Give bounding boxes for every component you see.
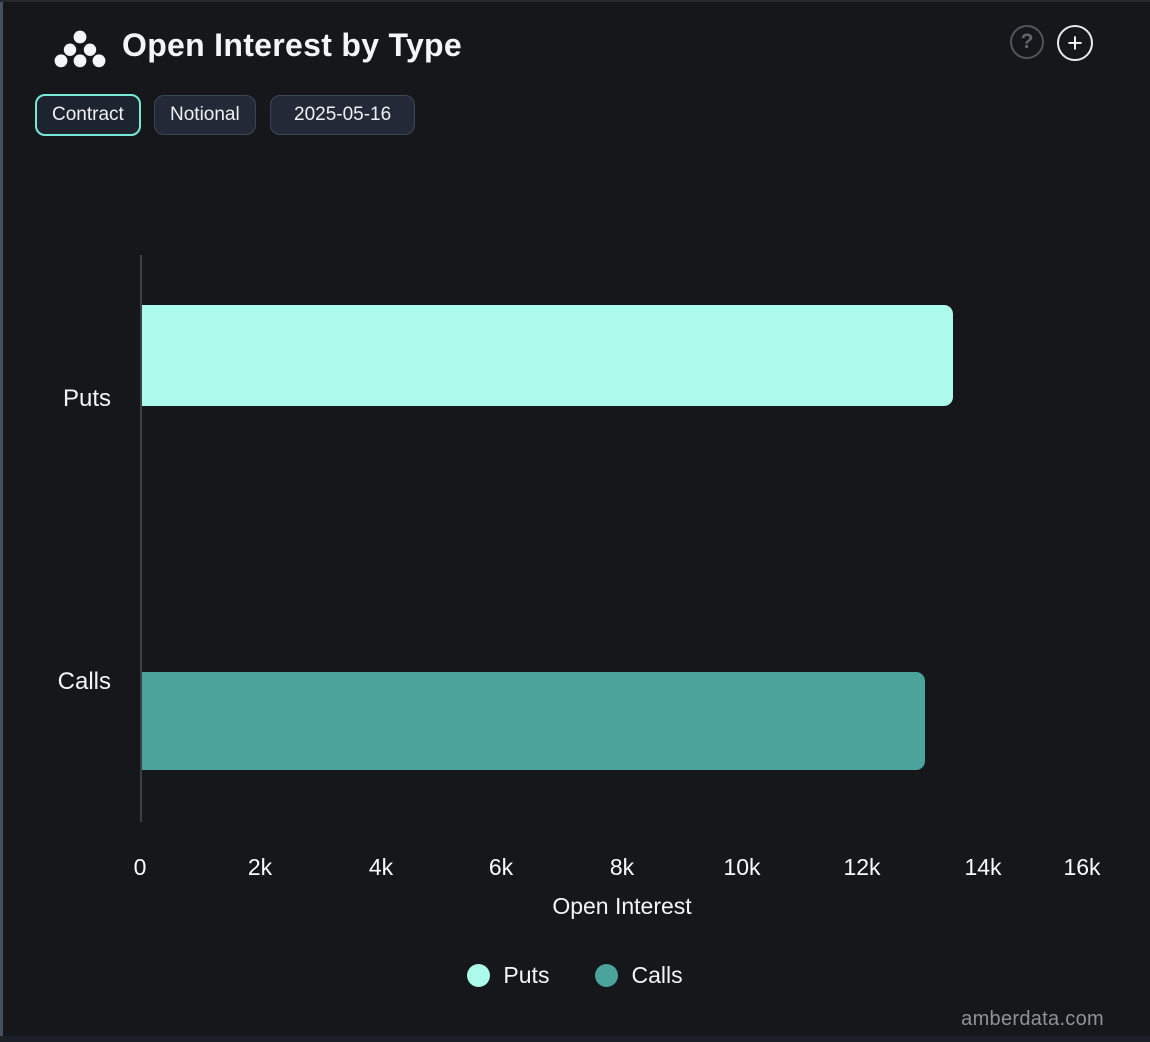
toggle-notional-label: Notional (170, 104, 240, 125)
top-edge-divider (0, 0, 1150, 2)
legend-swatch-puts (467, 964, 491, 987)
bottom-edge-divider (0, 1036, 1150, 1042)
question-mark-icon: ? (1020, 30, 1034, 53)
amberdata-logo-icon (50, 27, 110, 70)
x-tick-14k: 14k (964, 854, 1002, 880)
y-axis-line (140, 255, 142, 822)
legend-item-calls[interactable]: Calls (595, 962, 683, 989)
category-label-puts: Puts (62, 385, 111, 412)
legend-label-calls: Calls (631, 962, 683, 988)
help-button[interactable]: ? (1010, 25, 1044, 59)
add-button[interactable]: + (1057, 25, 1093, 61)
legend-item-puts[interactable]: Puts (467, 962, 549, 989)
x-tick-4k: 4k (368, 854, 394, 880)
x-tick-10k: 10k (723, 854, 761, 880)
legend-label-puts: Puts (503, 962, 550, 988)
x-tick-12k: 12k (843, 854, 881, 880)
x-tick-6k: 6k (488, 854, 514, 880)
x-tick-16k: 16k (1063, 854, 1101, 880)
watermark: amberdata.com (961, 1008, 1104, 1030)
bar-calls[interactable] (142, 672, 925, 770)
left-edge-divider (0, 0, 3, 1042)
x-tick-8k: 8k (609, 854, 635, 880)
legend-swatch-calls (595, 964, 619, 987)
bar-puts[interactable] (142, 305, 953, 406)
toggle-contract-button[interactable]: Contract (35, 94, 141, 136)
category-label-calls: Calls (57, 668, 111, 695)
x-tick-0: 0 (133, 854, 147, 880)
date-picker-label: 2025-05-16 (294, 104, 392, 125)
chart-legend: Puts Calls (0, 962, 1150, 989)
date-picker-button[interactable]: 2025-05-16 (270, 95, 416, 135)
page-title: Open Interest by Type (122, 27, 463, 63)
toggle-contract-label: Contract (52, 104, 124, 125)
x-tick-2k: 2k (247, 854, 273, 880)
x-axis-title: Open Interest (552, 893, 692, 919)
toggle-notional-button[interactable]: Notional (154, 95, 256, 135)
plus-icon: + (1067, 27, 1083, 58)
